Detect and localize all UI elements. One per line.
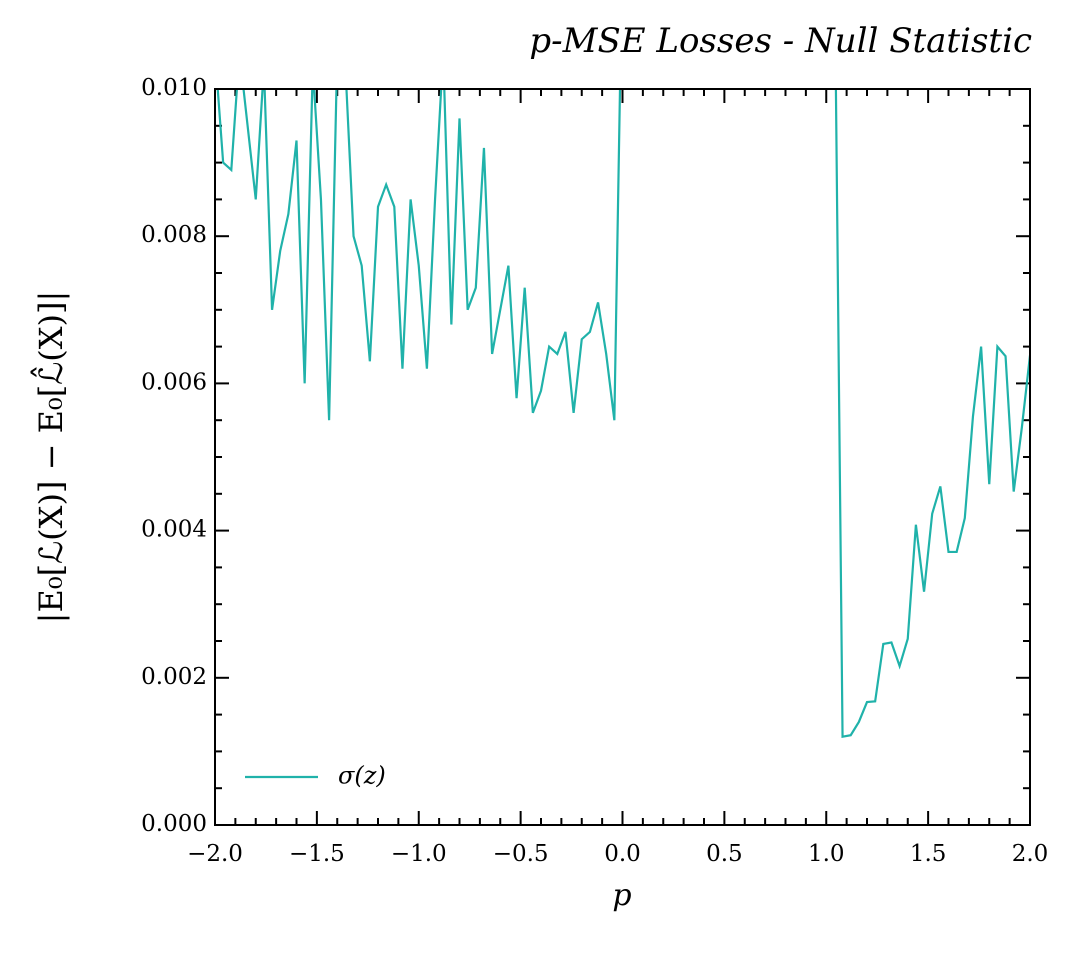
x-tick-label: 0.5 xyxy=(706,841,743,867)
y-tick-label: 0.002 xyxy=(141,664,207,690)
x-tick-label: −0.5 xyxy=(493,841,549,867)
y-axis-label: |E₀[ℒ(X)] − E₀[ℒ̂(X)]| xyxy=(30,291,70,624)
y-tick-label: 0.000 xyxy=(141,811,207,837)
y-tick-label: 0.004 xyxy=(141,517,207,543)
x-tick-label: −2.0 xyxy=(187,841,243,867)
x-axis-label: p xyxy=(612,878,631,913)
x-tick-label: 2.0 xyxy=(1012,841,1049,867)
y-tick-label: 0.006 xyxy=(141,369,207,395)
y-tick-label: 0.008 xyxy=(141,222,207,248)
data-line xyxy=(216,89,1030,738)
y-tick-label: 0.010 xyxy=(141,75,207,101)
x-tick-label: −1.5 xyxy=(289,841,345,867)
x-tick-label: 0.0 xyxy=(604,841,641,867)
plot-frame xyxy=(214,88,1031,826)
plot-area: −2.0 −1.5 −1.0 −0.5 0.0 0.5 1.0 1.5 2.0 0.000 0.00… xyxy=(141,75,1049,867)
legend-label: σ(z) xyxy=(338,762,386,790)
chart-title: p-MSE Losses - Null Statistic xyxy=(529,21,1032,61)
x-tick-label: −1.0 xyxy=(391,841,447,867)
x-tick-label: 1.0 xyxy=(808,841,845,867)
x-tick-label: 1.5 xyxy=(910,841,947,867)
